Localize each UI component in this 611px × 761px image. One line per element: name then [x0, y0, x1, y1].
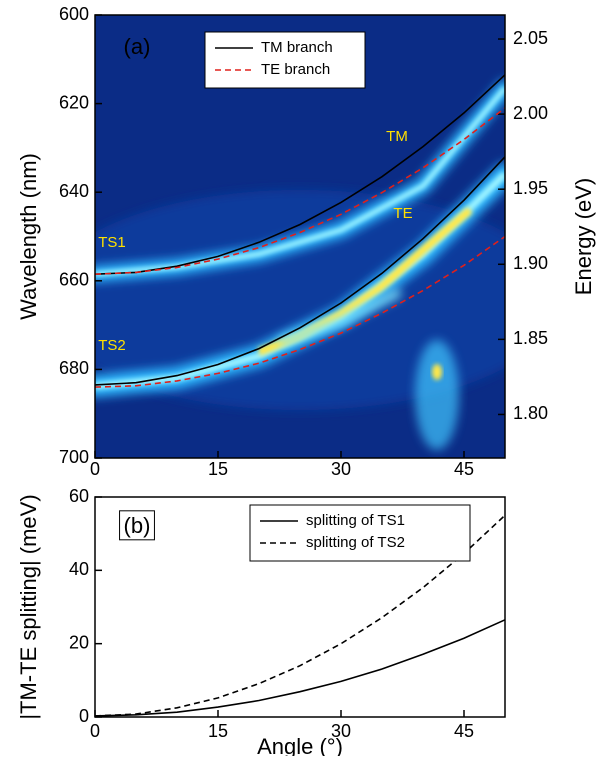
- legend-box: [249, 504, 471, 562]
- mode-annotation: TS2: [98, 337, 126, 354]
- plot-frame: [94, 14, 506, 459]
- mode-annotation: TE: [393, 205, 412, 222]
- y2-tick-label: 1.80: [513, 403, 548, 423]
- y2-tick-label: 1.95: [513, 178, 548, 198]
- legend-label: splitting of TS2: [306, 534, 405, 551]
- x-tick-label: 15: [208, 721, 228, 741]
- y-tick-label: 60: [69, 486, 89, 506]
- y-tick-label: 660: [59, 270, 89, 290]
- y-tick-label: 0: [79, 706, 89, 726]
- legend-label: TE branch: [261, 61, 330, 78]
- mode-annotation: TM: [386, 128, 408, 145]
- series-line: [94, 156, 506, 386]
- y2-tick-label: 2.05: [513, 28, 548, 48]
- x-axis-label: Angle (°): [257, 734, 343, 756]
- x-tick-label: 15: [208, 459, 228, 479]
- x-tick-label: 0: [90, 721, 100, 741]
- y2-tick-label: 1.90: [513, 253, 548, 273]
- y-axis-label: |TM-TE splitting| (meV): [16, 494, 41, 719]
- legend-label: splitting of TS1: [306, 512, 405, 529]
- y-tick-label: 680: [59, 358, 89, 378]
- y-axis-label: Wavelength (nm): [16, 153, 41, 320]
- legend-label: TM branch: [261, 39, 333, 56]
- y-tick-label: 620: [59, 92, 89, 112]
- y2-axis-label: Energy (eV): [571, 178, 596, 295]
- x-tick-label: 45: [454, 459, 474, 479]
- y-tick-label: 20: [69, 632, 89, 652]
- series-line: [94, 107, 506, 275]
- x-tick-label: 30: [331, 459, 351, 479]
- panel-label: (b): [124, 513, 151, 538]
- plot-frame: [94, 496, 506, 718]
- x-tick-label: 0: [90, 459, 100, 479]
- y2-tick-label: 1.85: [513, 328, 548, 348]
- series-line: [94, 74, 506, 275]
- y-tick-label: 700: [59, 447, 89, 467]
- series-line: [94, 619, 506, 717]
- y-tick-label: 640: [59, 181, 89, 201]
- series-line: [94, 514, 506, 717]
- y-tick-label: 40: [69, 559, 89, 579]
- panel-label: (a): [124, 34, 151, 59]
- panel-label-box: [119, 510, 155, 541]
- mode-annotation: TS1: [98, 234, 126, 251]
- y-tick-label: 600: [59, 4, 89, 24]
- y2-tick-label: 2.00: [513, 103, 548, 123]
- heatmap: [95, 15, 505, 458]
- series-line: [94, 235, 506, 388]
- x-tick-label: 30: [331, 721, 351, 741]
- x-tick-label: 45: [454, 721, 474, 741]
- legend-box: [204, 31, 366, 89]
